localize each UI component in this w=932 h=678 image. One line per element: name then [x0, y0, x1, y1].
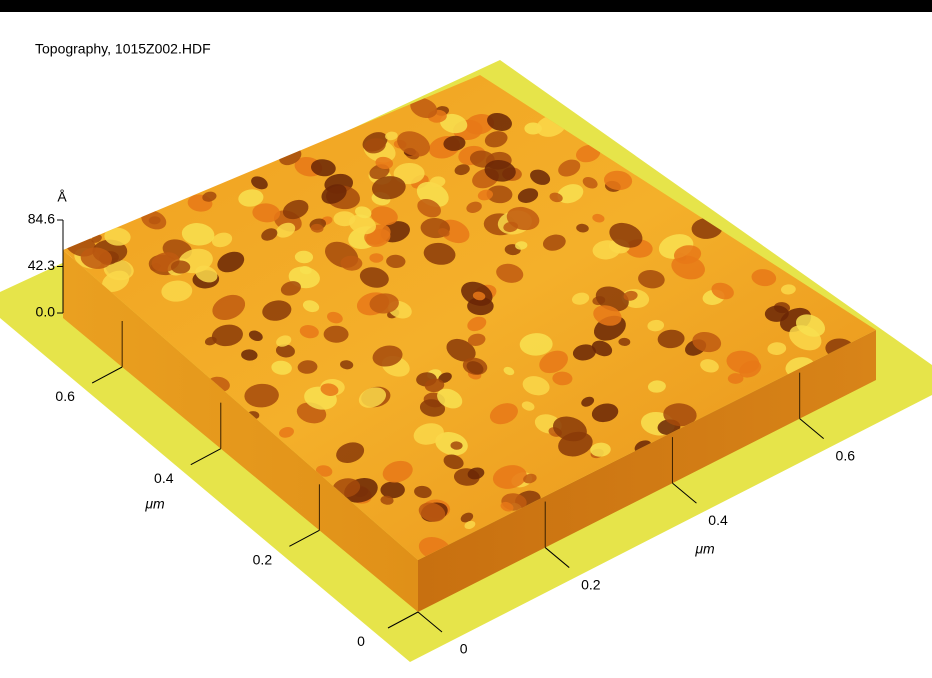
z-tick-label: 0.0: [36, 304, 56, 320]
z-axis-label: Å: [57, 189, 67, 205]
x-tick-label: 0.6: [55, 388, 75, 404]
texture-blob: [333, 211, 355, 226]
x-tick-label: 0: [357, 633, 365, 649]
y-axis-label: μm: [694, 541, 715, 557]
y-tick-label: 0.6: [836, 447, 856, 463]
y-tick-label: 0: [460, 641, 468, 657]
y-tick-label: 0.2: [581, 576, 601, 592]
z-tick-label: 84.6: [28, 211, 55, 227]
x-tick-label: 0.2: [253, 551, 273, 567]
x-axis-label: μm: [144, 496, 165, 512]
y-tick-label: 0.4: [708, 512, 728, 528]
x-tick-label: 0.4: [154, 470, 174, 486]
z-tick-label: 42.3: [28, 257, 55, 273]
page: Topography, 1015Z002.HDF Å μm μm 0.0 42.3…: [0, 0, 932, 678]
chart: Topography, 1015Z002.HDF Å μm μm 0.0 42.3…: [0, 0, 932, 678]
top-bar: [0, 0, 932, 12]
chart-title: Topography, 1015Z002.HDF: [35, 41, 211, 57]
